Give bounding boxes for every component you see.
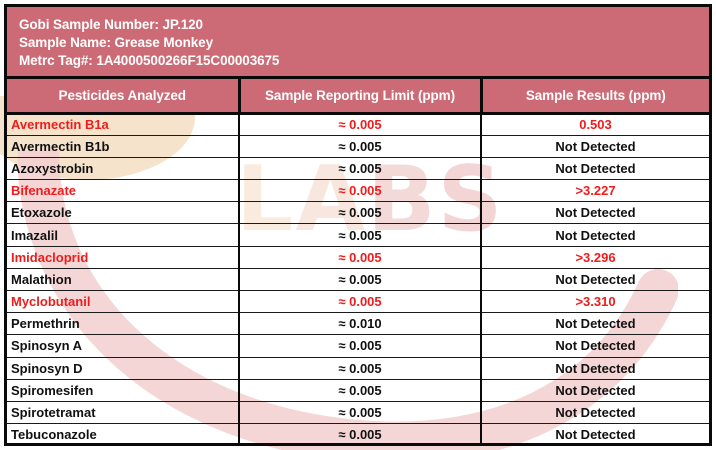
cell-pesticide-name: Spiromesifen (7, 379, 240, 402)
table-row: Spinosyn A ≈ 0.005 Not Detected (7, 334, 709, 358)
column-header-reporting-limit: Sample Reporting Limit (ppm) (239, 79, 483, 115)
table-row: Etoxazole ≈ 0.005 Not Detected (7, 201, 709, 225)
table-row: Tebuconazole ≈ 0.005 Not Detected (7, 423, 709, 446)
cell-sample-result: Not Detected (481, 334, 709, 358)
table-header-row: Pesticides Analyzed Sample Reporting Lim… (7, 79, 709, 115)
cell-reporting-limit: ≈ 0.005 (239, 423, 482, 446)
cell-reporting-limit: ≈ 0.005 (239, 179, 482, 203)
cell-pesticide-name: Etoxazole (7, 201, 240, 225)
table-body: Avermectin B1a ≈ 0.005 0.503 Avermectin B1b… (7, 113, 709, 446)
column-header-sample-results: Sample Results (ppm) (481, 79, 709, 115)
cell-reporting-limit: ≈ 0.005 (239, 135, 482, 158)
cell-sample-result: Not Detected (481, 135, 709, 158)
cell-sample-result: Not Detected (481, 268, 709, 292)
table-row: Imidacloprid ≈ 0.005 >3.296 (7, 246, 709, 269)
cell-pesticide-name: Avermectin B1a (7, 113, 240, 136)
table-header: Pesticides Analyzed Sample Reporting Lim… (7, 79, 709, 115)
cell-reporting-limit: ≈ 0.010 (239, 312, 482, 336)
cell-sample-result: Not Detected (481, 312, 709, 336)
table-row: Permethrin ≈ 0.010 Not Detected (7, 312, 709, 336)
cell-sample-result: Not Detected (481, 201, 709, 225)
cell-sample-result: >3.296 (481, 246, 709, 269)
table-row: Spiromesifen ≈ 0.005 Not Detected (7, 379, 709, 402)
cell-reporting-limit: ≈ 0.005 (239, 379, 482, 402)
table-row: Avermectin B1b ≈ 0.005 Not Detected (7, 135, 709, 158)
cell-reporting-limit: ≈ 0.005 (239, 113, 482, 136)
cell-sample-result: Not Detected (555, 427, 636, 443)
cell-reporting-limit: ≈ 0.005 (239, 334, 482, 358)
cell-sample-result: Not Detected (481, 401, 709, 425)
sample-info-header: Gobi Sample Number: JP.120 Sample Name: … (7, 7, 709, 79)
cell-reporting-limit: ≈ 0.005 (239, 246, 482, 269)
table-row: Spinosyn D ≈ 0.005 Not Detected (7, 357, 709, 380)
cell-pesticide-name: Imidacloprid (7, 246, 240, 269)
cell-sample-result: >3.227 (481, 179, 709, 203)
table-row: Malathion ≈ 0.005 Not Detected (7, 268, 709, 292)
cell-reporting-limit: ≈ 0.005 (239, 223, 482, 247)
cell-pesticide-name: Imazalil (7, 223, 240, 247)
cell-sample-result: Not Detected (481, 357, 709, 380)
cell-sample-result: >3.310 (481, 290, 709, 314)
cell-pesticide-name: Malathion (7, 268, 240, 292)
table-row: Avermectin B1a ≈ 0.005 0.503 (7, 113, 709, 136)
cell-pesticide-name: Permethrin (7, 312, 240, 336)
cell-pesticide-name: Myclobutanil (7, 290, 240, 314)
cell-reporting-limit: ≈ 0.005 (239, 290, 482, 314)
report-frame: Gobi Sample Number: JP.120 Sample Name: … (4, 4, 712, 446)
table-row: Imazalil ≈ 0.005 Not Detected (7, 223, 709, 247)
cell-pesticide-name: Spirotetramat (7, 401, 240, 425)
table-row: Bifenazate ≈ 0.005 >3.227 (7, 179, 709, 203)
table-row: Myclobutanil ≈ 0.005 >3.310 (7, 290, 709, 314)
cell-reporting-limit: ≈ 0.005 (239, 157, 482, 181)
table-row: Spirotetramat ≈ 0.005 Not Detected (7, 401, 709, 425)
cell-sample-result: Not Detected (481, 157, 709, 181)
sample-name-line: Sample Name: Grease Monkey (19, 35, 213, 50)
metrc-tag-line: Metrc Tag#: 1A4000500266F15C00003675 (19, 53, 280, 68)
table-row: Azoxystrobin ≈ 0.005 Not Detected (7, 157, 709, 181)
cell-pesticide-name: Spinosyn A (7, 334, 240, 358)
cell-pesticide-name: Tebuconazole (7, 423, 240, 446)
column-header-pesticides: Pesticides Analyzed (7, 79, 241, 115)
cell-reporting-limit: ≈ 0.005 (239, 401, 482, 425)
cell-pesticide-name: Spinosyn D (7, 357, 240, 380)
cell-sample-result: Not Detected (481, 223, 709, 247)
cell-sample-result: Not Detected (481, 379, 709, 402)
pesticide-results-table: Pesticides Analyzed Sample Reporting Lim… (7, 79, 709, 446)
cell-sample-result: 0.503 (481, 113, 709, 136)
cell-reporting-limit: ≈ 0.005 (239, 201, 482, 225)
sample-number-line: Gobi Sample Number: JP.120 (19, 17, 203, 32)
cell-reporting-limit: ≈ 0.005 (239, 268, 482, 292)
cell-reporting-limit: ≈ 0.005 (239, 357, 482, 380)
cell-pesticide-name: Avermectin B1b (7, 135, 240, 158)
cell-pesticide-name: Bifenazate (7, 179, 240, 203)
cell-pesticide-name: Azoxystrobin (7, 157, 240, 181)
